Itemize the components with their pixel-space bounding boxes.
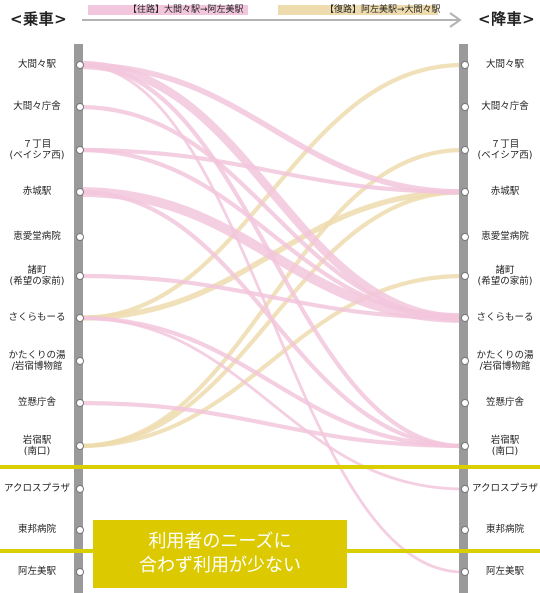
outbound-flow-7: [79, 187, 464, 323]
boarding-stop-dot-3: [76, 188, 84, 196]
alighting-stop-dot-1: [461, 103, 469, 111]
alighting-stop-dot-4: [461, 233, 469, 241]
low-usage-callout: 利用者のニーズに 合わず利用が少ない: [93, 520, 347, 588]
boarding-station-5: 諸町 (希望の家前): [9, 265, 65, 287]
boarding-header: <乗車>: [10, 10, 68, 28]
outbound-flow-10: [79, 315, 464, 449]
alighting-station-1: 大間々庁舎: [481, 101, 529, 112]
boarding-stop-dot-6: [76, 314, 84, 322]
alighting-header: <降車>: [478, 10, 536, 28]
boarding-stop-dot-8: [76, 399, 84, 407]
alighting-station-4: 恵愛堂病院: [481, 231, 529, 242]
alighting-stop-dot-10: [461, 485, 469, 493]
legend-inbound-label: 【復路】阿左美駅→大間々駅: [325, 5, 441, 15]
boarding-stop-dot-4: [76, 233, 84, 241]
alighting-station-10: アクロスプラザ: [471, 483, 539, 494]
alighting-stop-dot-2: [461, 146, 469, 154]
alighting-station-6: さくらもーる: [476, 312, 534, 323]
alighting-station-8: 笠懸庁舎: [485, 397, 524, 408]
legend-inbound-swatch: [278, 5, 438, 15]
alighting-station-3: 赤城駅: [490, 186, 520, 197]
inbound-flow-4: [79, 273, 464, 449]
boarding-stop-dot-11: [76, 526, 84, 534]
highlight-line-top: [0, 465, 540, 469]
boarding-station-12: 阿左美駅: [17, 566, 56, 577]
legend-outbound-label: 【往路】大間々駅→阿左美駅: [128, 5, 244, 15]
boarding-station-11: 東邦病院: [17, 524, 56, 535]
alighting-stop-dot-6: [461, 314, 469, 322]
boarding-stop-dot-0: [76, 61, 84, 69]
alighting-stop-dot-7: [461, 357, 469, 365]
boarding-station-1: 大間々庁舎: [13, 101, 61, 112]
boarding-station-3: 赤城駅: [22, 186, 52, 197]
alighting-station-9: 岩宿駅 (南口): [490, 435, 520, 457]
outbound-flow-1: [79, 60, 464, 323]
alighting-station-11: 東邦病院: [485, 524, 524, 535]
outbound-flow-11: [79, 316, 464, 491]
boarding-station-7: かたくりの湯 /岩宿博物館: [8, 350, 66, 372]
outbound-flow-8: [79, 189, 464, 449]
boarding-stop-dot-12: [76, 568, 84, 576]
boarding-stop-dot-5: [76, 272, 84, 280]
outbound-flow-4: [79, 104, 464, 321]
alighting-station-12: 阿左美駅: [485, 566, 524, 577]
boarding-stop-dot-7: [76, 357, 84, 365]
alighting-stop-dot-9: [461, 442, 469, 450]
boarding-stop-dot-1: [76, 103, 84, 111]
outbound-flow-0: [79, 62, 464, 195]
alighting-stop-dot-12: [461, 568, 469, 576]
alighting-stop-dot-8: [461, 399, 469, 407]
outbound-flow-5: [79, 147, 464, 195]
boarding-station-0: 大間々駅: [17, 59, 56, 70]
alighting-stop-dot-11: [461, 526, 469, 534]
boarding-station-4: 恵愛堂病院: [13, 231, 61, 242]
boarding-station-9: 岩宿駅 (南口): [22, 435, 52, 457]
boarding-station-2: ７丁目 (ベイシア西): [9, 139, 65, 161]
alighting-station-0: 大間々駅: [485, 59, 524, 70]
boarding-stop-dot-10: [76, 485, 84, 493]
legend-outbound-swatch: [88, 5, 248, 15]
boarding-station-6: さくらもーる: [8, 312, 66, 323]
alighting-station-5: 諸町 (希望の家前): [477, 265, 533, 287]
boarding-station-8: 笠懸庁舎: [17, 397, 56, 408]
boarding-station-10: アクロスプラザ: [3, 483, 71, 494]
direction-arrow: [82, 12, 462, 28]
outbound-flow-12: [79, 400, 464, 449]
outbound-flow-9: [79, 273, 464, 321]
alighting-stop-dot-0: [461, 61, 469, 69]
boarding-stop-dot-2: [76, 146, 84, 154]
outbound-flow-6: [79, 147, 464, 321]
alighting-station-2: ７丁目 (ベイシア西): [477, 139, 533, 161]
boarding-stop-dot-9: [76, 442, 84, 450]
alighting-stop-dot-3: [461, 188, 469, 196]
alighting-station-7: かたくりの湯 /岩宿博物館: [476, 350, 534, 372]
alighting-stop-dot-5: [461, 272, 469, 280]
